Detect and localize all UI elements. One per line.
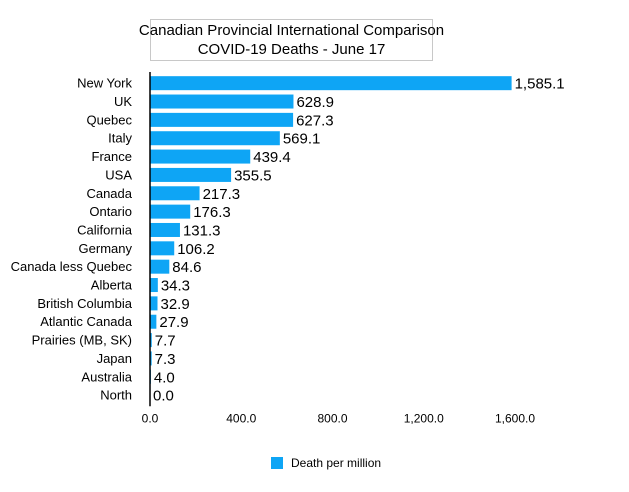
bar (150, 131, 280, 146)
data-label: 627.3 (296, 112, 334, 129)
category-label: USA (105, 167, 132, 182)
bar (150, 94, 294, 109)
category-label: Prairies (MB, SK) (32, 333, 132, 348)
category-label: California (77, 222, 133, 237)
bar (150, 186, 200, 201)
bar (150, 241, 175, 256)
category-label: Canada (86, 186, 132, 201)
data-label: 27.9 (159, 314, 188, 331)
bar (150, 112, 294, 127)
bar (150, 314, 157, 329)
x-tick-label: 1,600.0 (495, 411, 535, 425)
chart-title: Canadian Provincial International Compar… (139, 19, 444, 61)
bar (150, 76, 512, 91)
data-label: 32.9 (161, 296, 190, 313)
category-label: Quebec (86, 112, 132, 127)
category-label: Canada less Quebec (11, 259, 133, 274)
data-label: 355.5 (234, 167, 272, 184)
x-tick-label: 1,200.0 (404, 411, 444, 425)
category-label: North (100, 388, 132, 403)
data-label: 176.3 (193, 204, 231, 221)
x-tick-label: 400.0 (226, 411, 256, 425)
data-label: 106.2 (177, 241, 215, 258)
category-label: New York (77, 76, 132, 91)
category-label: Japan (97, 351, 132, 366)
data-label: 1,585.1 (515, 76, 565, 93)
bar (150, 222, 180, 237)
category-label: Atlantic Canada (40, 314, 133, 329)
category-label: Germany (79, 241, 133, 256)
data-label: 628.9 (296, 94, 334, 111)
bar (150, 204, 191, 219)
bar (150, 296, 158, 311)
category-label: France (92, 149, 132, 164)
bar (150, 149, 251, 164)
category-label: Australia (81, 369, 132, 384)
data-label: 34.3 (161, 278, 190, 295)
category-label: British Columbia (37, 296, 132, 311)
data-label: 0.0 (153, 388, 174, 405)
data-label: 4.0 (154, 369, 175, 386)
data-label: 84.6 (172, 259, 201, 276)
x-tick-label: 0.0 (142, 411, 159, 425)
category-label: Ontario (89, 204, 132, 219)
bar (150, 259, 170, 274)
data-label: 131.3 (183, 222, 221, 239)
chart-title-line-2: COVID-19 Deaths - June 17 (197, 41, 386, 58)
category-label: UK (114, 94, 132, 109)
data-label: 439.4 (253, 149, 291, 166)
data-label: 7.7 (155, 333, 176, 350)
legend-label: Death per million (291, 456, 382, 470)
chart-title-line-1: Canadian Provincial International Compar… (138, 22, 445, 39)
data-label: 7.3 (155, 351, 176, 368)
legend: Death per million (271, 456, 381, 470)
legend-swatch (271, 457, 283, 469)
category-label: Italy (108, 131, 132, 146)
bar (150, 333, 152, 348)
bar (150, 278, 158, 293)
bar (150, 351, 152, 366)
x-tick-label: 800.0 (317, 411, 347, 425)
data-label: 569.1 (283, 131, 321, 148)
category-label: Alberta (91, 278, 133, 293)
data-label: 217.3 (203, 186, 241, 203)
bar (150, 167, 232, 182)
